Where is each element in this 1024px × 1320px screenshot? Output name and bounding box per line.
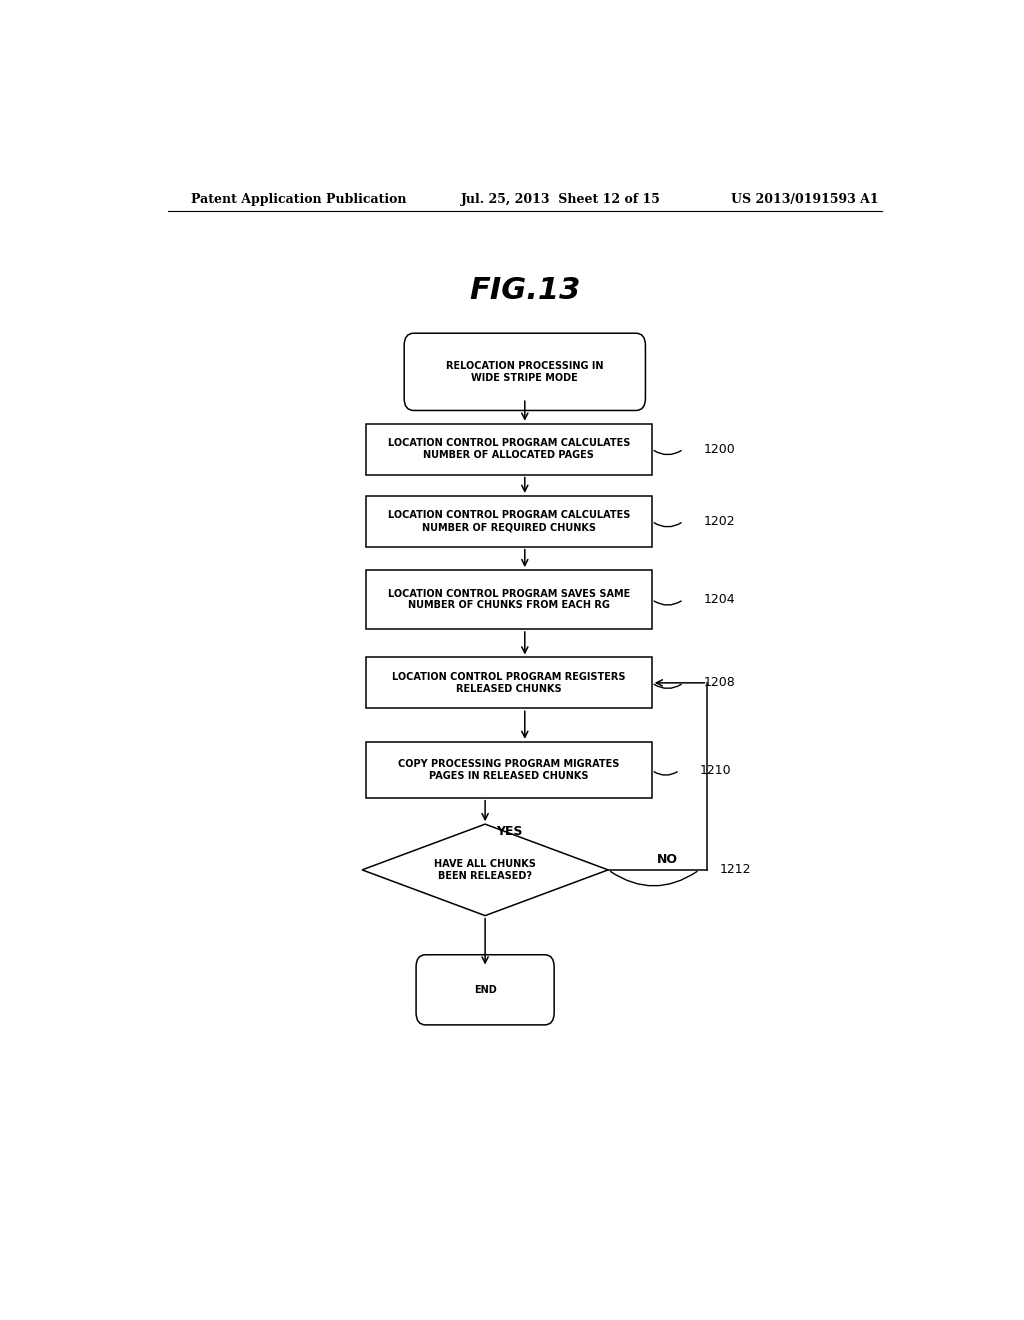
Text: 1202: 1202 [703, 515, 735, 528]
Bar [367, 657, 651, 709]
Text: 1208: 1208 [703, 676, 735, 689]
FancyBboxPatch shape [404, 333, 645, 411]
Polygon shape [362, 824, 608, 916]
Text: FIG.13: FIG.13 [469, 276, 581, 305]
Bar [367, 424, 651, 474]
Bar [367, 496, 651, 546]
Text: LOCATION CONTROL PROGRAM CALCULATES
NUMBER OF ALLOCATED PAGES: LOCATION CONTROL PROGRAM CALCULATES NUMB… [388, 438, 630, 459]
Text: US 2013/0191593 A1: US 2013/0191593 A1 [731, 193, 879, 206]
Text: Jul. 25, 2013  Sheet 12 of 15: Jul. 25, 2013 Sheet 12 of 15 [461, 193, 662, 206]
Text: LOCATION CONTROL PROGRAM SAVES SAME
NUMBER OF CHUNKS FROM EACH RG: LOCATION CONTROL PROGRAM SAVES SAME NUMB… [388, 589, 630, 610]
Text: 1200: 1200 [703, 442, 735, 455]
Text: RELOCATION PROCESSING IN
WIDE STRIPE MODE: RELOCATION PROCESSING IN WIDE STRIPE MOD… [446, 362, 603, 383]
Text: END: END [474, 985, 497, 995]
Bar [367, 570, 651, 630]
Text: YES: YES [496, 825, 522, 838]
Bar [367, 742, 651, 799]
Text: HAVE ALL CHUNKS
BEEN RELEASED?: HAVE ALL CHUNKS BEEN RELEASED? [434, 859, 536, 880]
Text: LOCATION CONTROL PROGRAM REGISTERS
RELEASED CHUNKS: LOCATION CONTROL PROGRAM REGISTERS RELEA… [392, 672, 626, 694]
Text: Patent Application Publication: Patent Application Publication [191, 193, 407, 206]
Text: 1210: 1210 [699, 764, 731, 776]
Text: 1212: 1212 [719, 863, 751, 876]
Text: LOCATION CONTROL PROGRAM CALCULATES
NUMBER OF REQUIRED CHUNKS: LOCATION CONTROL PROGRAM CALCULATES NUMB… [388, 511, 630, 532]
Text: 1204: 1204 [703, 593, 735, 606]
Text: COPY PROCESSING PROGRAM MIGRATES
PAGES IN RELEASED CHUNKS: COPY PROCESSING PROGRAM MIGRATES PAGES I… [398, 759, 620, 781]
Text: NO: NO [657, 853, 678, 866]
FancyBboxPatch shape [416, 954, 554, 1024]
